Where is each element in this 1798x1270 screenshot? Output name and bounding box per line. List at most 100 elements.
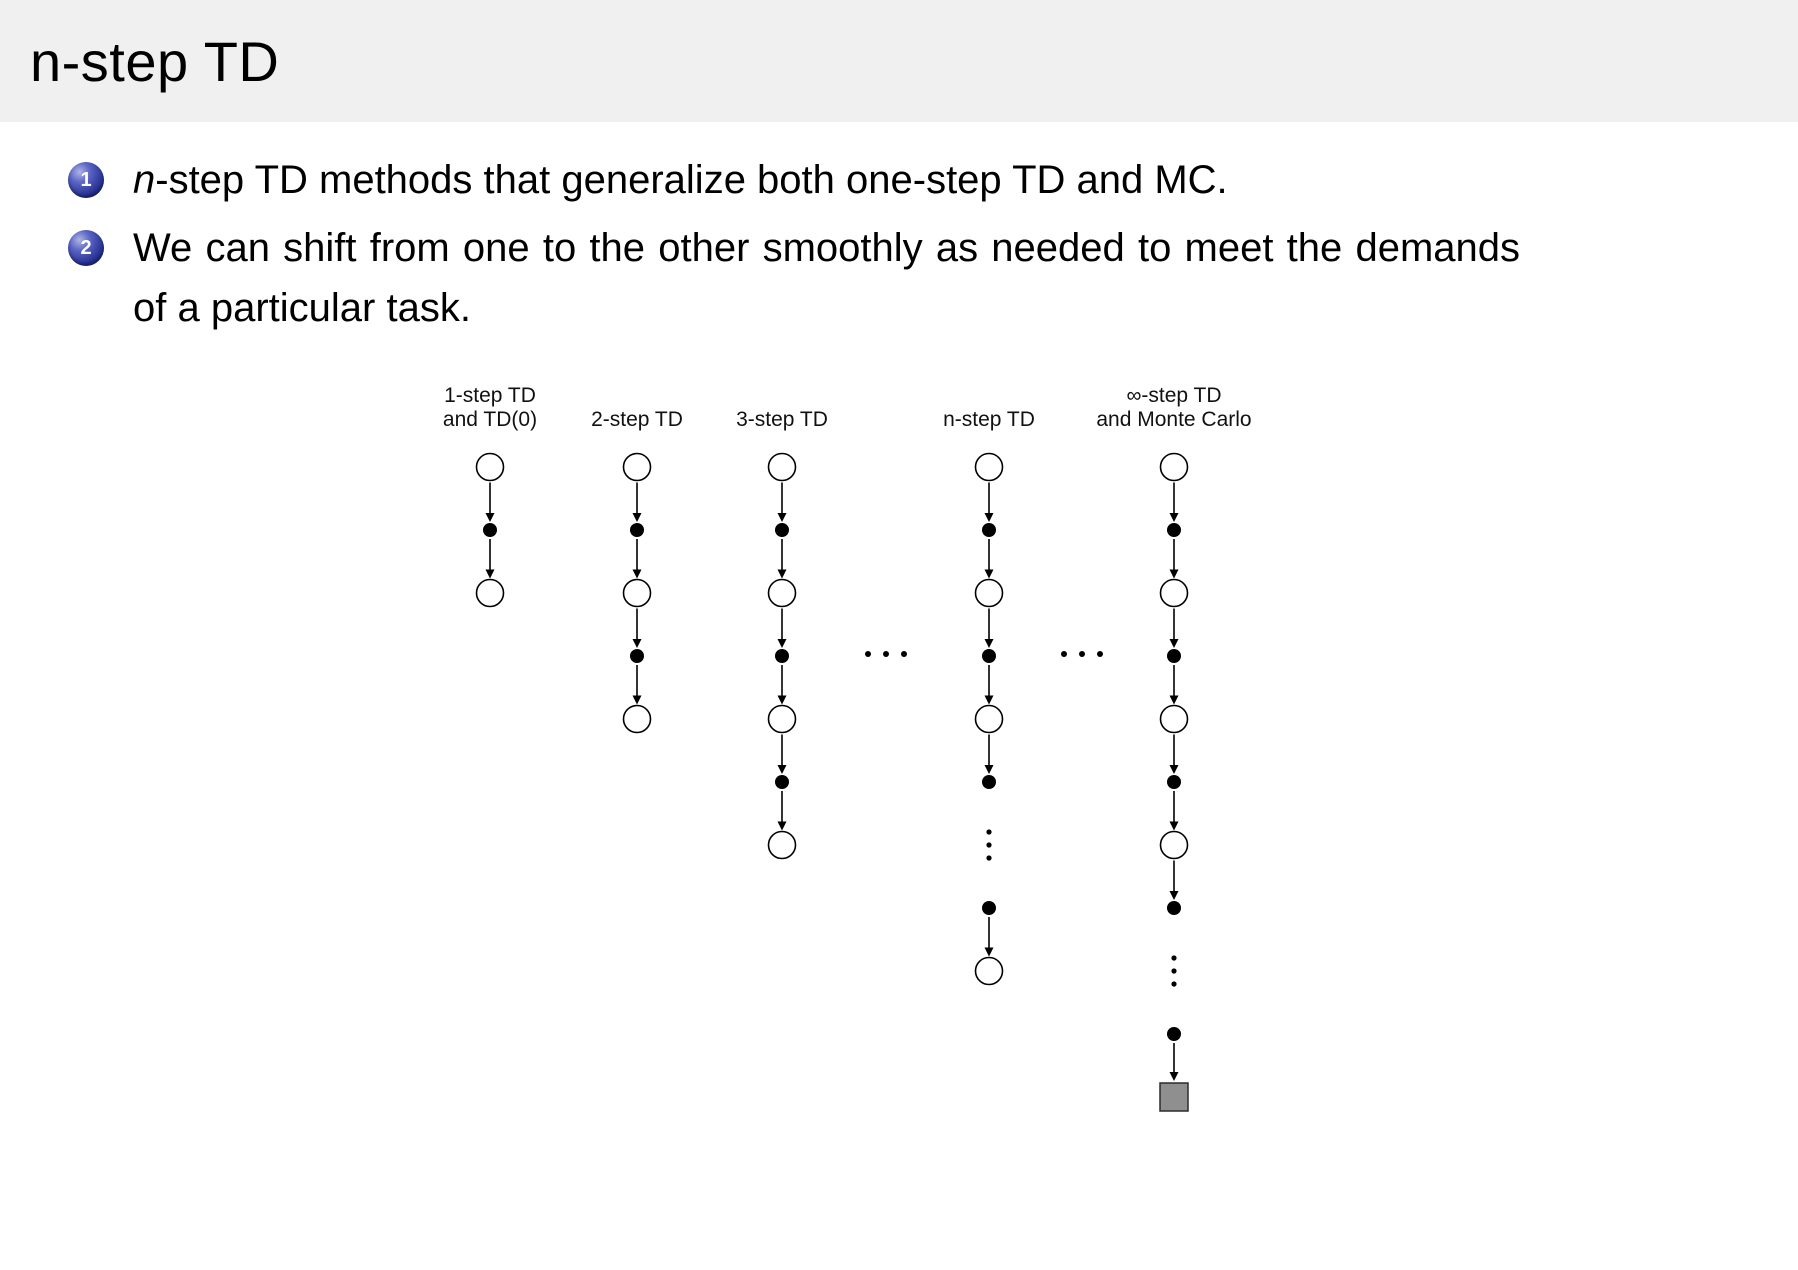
backup-chain [974, 452, 1004, 986]
vertical-ellipsis-icon [986, 829, 992, 835]
arrow-head-icon [632, 695, 642, 705]
state-node-icon [974, 956, 1004, 986]
column-label: 1-step TD and TD(0) [443, 370, 537, 434]
state-node-icon [767, 452, 797, 482]
arrow-head-icon [632, 513, 642, 522]
backup-diagram-column: 3-step TD [682, 370, 882, 875]
page-title: n-step TD [30, 29, 280, 93]
action-node-icon [775, 649, 789, 663]
horizontal-ellipsis-icon [864, 651, 907, 657]
action-node-icon [630, 649, 644, 663]
arrow-head-icon [984, 639, 994, 648]
action-node-icon [1167, 901, 1181, 915]
arrow-head-icon [777, 695, 787, 705]
column-label: ∞-step TD and Monte Carlo [1096, 370, 1251, 434]
arrow-head-icon [1169, 695, 1179, 705]
bullet-body: We can shift from one to the other smoot… [133, 226, 1520, 330]
arrow-head-icon [485, 569, 495, 579]
column-label-line: 1-step TD [444, 384, 536, 407]
state-node-icon [767, 578, 797, 608]
action-node-icon [775, 523, 789, 537]
ellipsis-dot [882, 651, 889, 657]
backup-chain [475, 452, 505, 608]
arrow-head-icon [632, 569, 642, 579]
bullet-item: 1 n-step TD methods that generalize both… [68, 150, 1520, 210]
ellipsis-dot [1096, 651, 1103, 657]
arrow-head-icon [1169, 821, 1179, 831]
action-node-icon [775, 775, 789, 789]
action-node-icon [982, 775, 996, 789]
arrow-head-icon [1169, 891, 1179, 900]
ellipsis-dot [1078, 651, 1085, 657]
arrow-head-icon [485, 513, 495, 522]
ellipsis-dot [900, 651, 907, 657]
arrow-head-icon [984, 947, 994, 957]
state-node-icon [974, 704, 1004, 734]
bullet-item: 2 We can shift from one to the other smo… [68, 218, 1520, 338]
vertical-ellipsis-icon [986, 855, 992, 861]
action-node-icon [982, 523, 996, 537]
arrow-head-icon [1169, 765, 1179, 774]
backup-diagram-column: n-step TD [889, 370, 1089, 1001]
arrow-head-icon [984, 569, 994, 579]
column-label-line: and Monte Carlo [1096, 408, 1252, 431]
action-node-icon [982, 649, 996, 663]
state-node-icon [1159, 452, 1189, 482]
column-label-line: n-step TD [943, 408, 1035, 431]
enum-number: 1 [80, 168, 92, 191]
state-node-icon [767, 704, 797, 734]
action-node-icon [982, 901, 996, 915]
action-node-icon [630, 523, 644, 537]
arrow-head-icon [777, 569, 787, 579]
enum-badge-2: 2 [68, 230, 104, 266]
arrow-head-icon [1169, 639, 1179, 648]
bullet-text: We can shift from one to the other smoot… [133, 218, 1520, 338]
bullet-body: -step TD methods that generalize both on… [155, 158, 1228, 202]
bullet-text: n-step TD methods that generalize both o… [133, 150, 1520, 210]
state-node-icon [974, 452, 1004, 482]
state-node-icon [767, 830, 797, 860]
vertical-ellipsis-icon [1171, 981, 1177, 987]
arrow-head-icon [1169, 569, 1179, 579]
arrow-head-icon [1169, 513, 1179, 522]
backup-diagram-column: ∞-step TD and Monte Carlo [1074, 370, 1274, 1127]
arrow-head-icon [984, 765, 994, 774]
column-label: n-step TD [943, 370, 1035, 434]
slide-header: n-step TD [0, 0, 1798, 122]
action-node-icon [1167, 649, 1181, 663]
action-node-icon [1167, 1027, 1181, 1041]
column-label-line: 2-step TD [591, 408, 683, 431]
backup-chain [767, 452, 797, 860]
arrow-head-icon [632, 639, 642, 648]
vertical-ellipsis-icon [986, 842, 992, 848]
bullet-italic-lead: n [133, 158, 156, 202]
ellipsis-dot [864, 651, 871, 657]
backup-diagram-column: 2-step TD [537, 370, 737, 749]
arrow-head-icon [777, 765, 787, 774]
enum-number: 2 [80, 236, 92, 259]
state-node-icon [622, 452, 652, 482]
enum-badge-1: 1 [68, 162, 104, 198]
column-label-line: and TD(0) [442, 408, 538, 431]
state-node-icon [1159, 830, 1189, 860]
column-label-line: 3-step TD [736, 408, 828, 431]
column-label-line: ∞-step TD [1126, 384, 1222, 407]
column-label: 2-step TD [591, 370, 683, 434]
arrow-head-icon [984, 513, 994, 522]
backup-chain [622, 452, 652, 734]
arrow-head-icon [777, 513, 787, 522]
state-node-icon [475, 578, 505, 608]
bullet-list: 1 n-step TD methods that generalize both… [68, 150, 1520, 338]
arrow-head-icon [1169, 1072, 1179, 1081]
arrow-head-icon [777, 639, 787, 648]
action-node-icon [483, 523, 497, 537]
backup-diagram-column: 1-step TD and TD(0) [390, 370, 590, 623]
terminal-state-icon [1159, 1082, 1189, 1112]
state-node-icon [974, 578, 1004, 608]
horizontal-ellipsis-icon [1060, 651, 1103, 657]
state-node-icon [475, 452, 505, 482]
column-label: 3-step TD [736, 370, 828, 434]
action-node-icon [1167, 523, 1181, 537]
